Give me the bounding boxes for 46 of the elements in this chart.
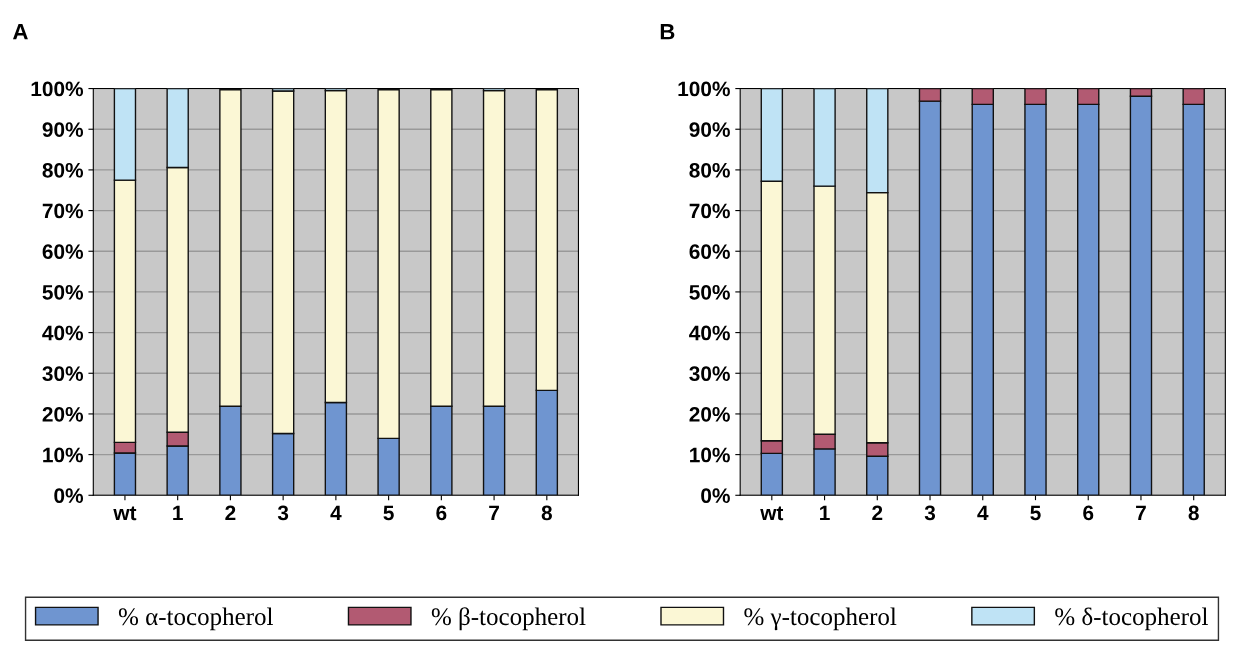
legend-label: % β-tocopherol	[431, 607, 586, 631]
y-tick-label: 20%	[689, 406, 730, 422]
legend-label: % γ-tocopherol	[744, 607, 897, 631]
x-tick-label: 1	[820, 505, 830, 521]
y-tick-label: 40%	[689, 325, 730, 341]
y-tick-label: 30%	[42, 366, 84, 382]
y-tick-label: 90%	[42, 122, 84, 137]
y-tick-label: 60%	[689, 244, 730, 259]
x-tick-label: 8	[541, 505, 552, 521]
y-tick-label: 80%	[42, 162, 84, 178]
y-tick-label: 30%	[689, 366, 730, 382]
y-tick-label: 60%	[42, 244, 84, 259]
y-tick-label: 50%	[689, 284, 730, 300]
x-tick-label: 8	[1188, 505, 1199, 521]
y-tick-label: 10%	[43, 447, 84, 463]
y-tick-label: 70%	[689, 203, 730, 219]
x-tick-label: 2	[872, 505, 883, 521]
x-tick-label: 4	[330, 505, 342, 521]
legend-label: % δ-tocopherol	[1055, 607, 1208, 631]
x-tick-label: 3	[277, 505, 289, 521]
x-tick-label: 5	[1030, 505, 1041, 521]
y-tick-label: 10%	[690, 447, 730, 463]
y-tick-label: 80%	[689, 162, 730, 178]
x-tick-label: wt	[760, 506, 784, 521]
y-tick-label: 100%	[31, 81, 84, 97]
x-tick-label: 7	[489, 505, 499, 521]
x-tick-label: 6	[436, 505, 447, 521]
x-tick-label: wt	[113, 506, 137, 521]
y-tick-label: 100%	[678, 81, 730, 97]
x-tick-label: 7	[1136, 505, 1146, 521]
y-tick-label: 40%	[42, 325, 84, 341]
y-tick-label: 20%	[42, 406, 84, 422]
x-tick-label: 6	[1083, 505, 1094, 521]
x-tick-label: 4	[977, 505, 989, 521]
x-tick-label: 2	[225, 505, 236, 521]
y-tick-label: 70%	[42, 203, 84, 219]
y-tick-label: 0%	[701, 488, 730, 504]
x-tick-label: 1	[173, 505, 183, 521]
y-tick-label: 90%	[689, 122, 730, 137]
y-tick-label: 0%	[54, 488, 84, 504]
chart-title: B	[660, 24, 675, 40]
y-tick-label: 50%	[42, 284, 84, 300]
chart-title: A	[12, 24, 28, 40]
legend-label: % α-tocopherol	[118, 607, 273, 631]
x-tick-label: 3	[924, 505, 936, 521]
x-tick-label: 5	[383, 505, 394, 521]
